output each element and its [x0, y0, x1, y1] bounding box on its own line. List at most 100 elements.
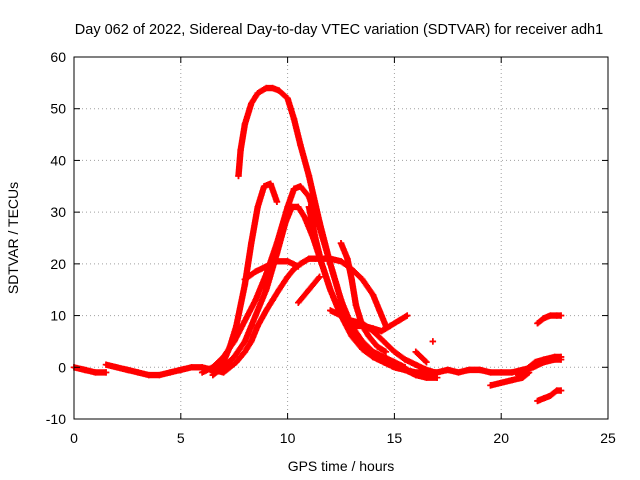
y-tick-label: -10: [46, 411, 66, 427]
data-point: [254, 90, 261, 97]
data-point: [102, 361, 110, 368]
data-point: [235, 172, 242, 180]
data-point: [465, 366, 473, 374]
data-point: [263, 307, 270, 314]
data-point: [301, 214, 308, 221]
data-point: [273, 250, 281, 257]
y-tick-label: 40: [50, 152, 66, 168]
data-point: [498, 379, 505, 386]
data-point: [352, 302, 360, 309]
data-point: [540, 314, 548, 322]
series-trace: [534, 312, 565, 327]
data-point: [305, 172, 313, 180]
data-point: [391, 364, 398, 371]
x-tick-label: 10: [280, 430, 296, 446]
data-point: [534, 320, 541, 327]
series-arc-15: [487, 369, 533, 389]
data-point: [263, 263, 270, 270]
data-point: [557, 387, 565, 394]
data-point: [327, 260, 334, 268]
data-point: [233, 322, 240, 330]
data-point: [316, 273, 323, 280]
data-point: [226, 364, 234, 371]
data-point: [508, 369, 516, 376]
data-point: [156, 371, 163, 379]
data-point: [297, 183, 304, 190]
data-point: [273, 258, 281, 265]
data-point: [102, 369, 110, 376]
data-point: [177, 366, 184, 374]
data-point: [248, 239, 255, 247]
data-point: [297, 141, 304, 149]
data-point: [557, 353, 565, 361]
data-point: [547, 392, 554, 399]
y-axis-label: SDTVAR / TECUs: [5, 182, 21, 294]
data-point: [269, 296, 276, 304]
y-tick-label: 30: [50, 204, 66, 220]
grid-layer: [74, 57, 608, 419]
data-point: [267, 180, 274, 187]
data-point: [348, 317, 355, 324]
data-point: [284, 273, 291, 280]
data-point: [198, 369, 206, 376]
series-trace: [70, 364, 110, 376]
data-point: [540, 395, 548, 402]
data-point: [260, 183, 268, 190]
series-arc-18: [534, 387, 565, 405]
data-point: [284, 95, 291, 102]
series-arc-17: [534, 312, 565, 327]
data-point: [295, 299, 302, 306]
data-point: [92, 369, 99, 376]
data-point: [263, 84, 270, 92]
data-point: [337, 312, 345, 319]
data-point: [248, 338, 255, 345]
series-arc-1: [70, 364, 110, 376]
data-point: [81, 366, 88, 374]
data-point: [241, 338, 249, 345]
series-arc-16: [515, 353, 565, 379]
data-point: [254, 203, 261, 211]
data-point: [532, 358, 539, 366]
data-point: [166, 369, 174, 376]
data-point: [498, 369, 505, 376]
data-point: [365, 333, 372, 340]
data-point: [369, 327, 377, 335]
x-axis-label: GPS time / hours: [288, 458, 395, 474]
data-point: [369, 291, 377, 299]
data-point: [254, 322, 261, 330]
data-point: [395, 317, 402, 324]
data-point: [231, 353, 238, 361]
data-point: [295, 203, 302, 211]
data-point: [113, 364, 120, 371]
data-point: [252, 268, 259, 275]
series-arc-13: [429, 338, 437, 345]
data-point: [269, 84, 276, 92]
data-point: [401, 356, 409, 363]
y-tick-label: 0: [58, 359, 66, 375]
data-point: [557, 312, 565, 319]
data-point: [386, 322, 394, 330]
data-point: [382, 348, 390, 355]
data-point: [263, 286, 270, 293]
x-tick-label: 25: [600, 430, 616, 446]
data-point: [337, 258, 345, 265]
data-point: [237, 146, 244, 154]
data-point: [455, 369, 462, 376]
data-point: [318, 260, 325, 268]
data-point: [284, 258, 291, 265]
series-arc-3: [235, 84, 430, 376]
data-point: [241, 276, 249, 283]
data-point: [134, 369, 142, 376]
data-point: [241, 348, 249, 355]
data-point: [359, 322, 366, 330]
data-point: [327, 286, 334, 293]
data-point: [252, 312, 259, 319]
data-point: [275, 286, 283, 293]
series-arc-7: [241, 258, 302, 283]
data-point: [316, 224, 323, 231]
data-point: [241, 121, 249, 128]
series-arc-12: [412, 348, 430, 366]
data-point: [290, 185, 298, 193]
